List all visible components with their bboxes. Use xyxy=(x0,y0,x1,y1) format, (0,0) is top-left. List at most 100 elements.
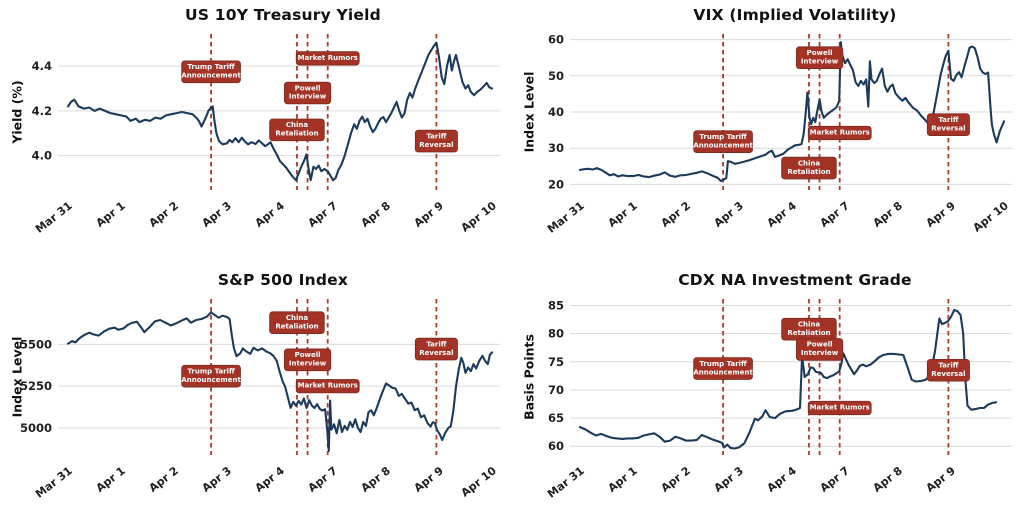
x-tick-label: Apr 10 xyxy=(459,199,500,235)
x-tick-label: Apr 1 xyxy=(606,199,640,230)
event-label-text: Interview xyxy=(801,349,839,357)
chart-title: VIX (Implied Volatility) xyxy=(693,6,897,24)
event-label-box xyxy=(295,51,360,66)
x-tick-label: Apr 3 xyxy=(200,199,234,230)
event-label-box xyxy=(283,348,332,372)
x-tick-label: Apr 3 xyxy=(200,464,234,495)
event-label-text: Trump Tariff xyxy=(699,133,747,141)
chart-canvas-sp500: 5000 5250 5500 Mar 31 Apr 1 Apr 2 Apr 3 Apr 4 Ap… xyxy=(20,299,500,501)
x-tick-label: Apr 4 xyxy=(765,199,800,230)
chart-canvas-us10y: 4.0 4.2 4.4 Mar 31 Apr 1 Apr 2 Apr 3 Apr 4 Apr 7… xyxy=(32,34,500,236)
chart-canvas-cdx: 60 65 70 75 80 85 Mar 31 Apr 1 Apr 2 Apr 3 Apr 4 Ap… xyxy=(545,299,1012,501)
event-label-box xyxy=(781,156,837,180)
event-label-box xyxy=(181,364,241,388)
event-label-text: Interview xyxy=(289,359,327,367)
event-label-text: Trump Tariff xyxy=(699,360,747,368)
x-tick-label: Apr 8 xyxy=(359,199,393,230)
y-tick-label: 70 xyxy=(548,383,564,397)
y-axis-label: Index Level xyxy=(9,336,25,418)
y-tick-label: 50 xyxy=(548,69,564,83)
event-label-box xyxy=(414,129,458,153)
event-label-text: Market Rumors xyxy=(810,403,870,411)
event-label-text: Tariff xyxy=(938,362,958,370)
event-label-box xyxy=(926,113,970,136)
y-tick-label: 60 xyxy=(548,33,564,47)
x-tick-label: Apr 2 xyxy=(659,464,693,495)
event-label-text: Retaliation xyxy=(275,322,318,330)
event-label-box xyxy=(269,118,325,142)
chart-title: US 10Y Treasury Yield xyxy=(185,6,381,24)
chart-panel-vix: 20 30 40 50 60 Mar 31 Apr 1 Apr 2 Apr 3 Apr 4 Apr … xyxy=(512,0,1024,255)
x-tick-label: Apr 10 xyxy=(459,464,500,500)
event-label-box xyxy=(795,338,844,361)
event-label-text: Powell xyxy=(295,84,321,92)
y-tick-label: 4.2 xyxy=(32,104,52,118)
event-label-text: Powell xyxy=(807,49,833,57)
event-label-text: Retaliation xyxy=(787,329,830,337)
y-tick-label: 60 xyxy=(548,439,564,453)
y-tick-label: 40 xyxy=(548,105,564,119)
event-label-text: Tariff xyxy=(938,116,958,124)
x-tick-label: Apr 7 xyxy=(306,464,340,495)
y-axis-label: Index Level xyxy=(521,71,537,153)
x-tick-label: Apr 9 xyxy=(412,199,446,230)
x-tick-label: Apr 7 xyxy=(818,464,852,495)
x-tick-label: Apr 1 xyxy=(606,464,640,495)
event-label-text: China xyxy=(286,121,309,129)
event-label-box xyxy=(693,130,753,153)
y-axis-label: Yield (%) xyxy=(9,80,25,144)
event-label-text: Market Rumors xyxy=(298,382,358,390)
x-tick-label: Apr 10 xyxy=(971,199,1012,235)
series-line xyxy=(578,41,1006,183)
y-tick-label: 5250 xyxy=(20,379,52,393)
x-tick-label: Apr 3 xyxy=(712,464,746,495)
event-label-text: Market Rumors xyxy=(298,54,358,62)
y-tick-label: 80 xyxy=(548,327,564,341)
y-tick-label: 65 xyxy=(548,411,564,425)
event-label-text: Announcement xyxy=(693,368,753,376)
event-label-box xyxy=(926,358,970,382)
y-tick-label: 5500 xyxy=(20,337,52,351)
event-label-box xyxy=(693,357,753,380)
event-label-box xyxy=(295,379,360,394)
y-tick-label: 75 xyxy=(548,355,564,369)
x-tick-label: Apr 9 xyxy=(412,464,446,495)
event-label-box xyxy=(414,337,458,361)
x-tick-label: Apr 9 xyxy=(924,199,958,230)
event-label-text: Interview xyxy=(801,57,839,65)
event-label-text: Reversal xyxy=(931,124,965,132)
event-label-text: Trump Tariff xyxy=(187,63,235,71)
x-tick-label: Apr 8 xyxy=(871,464,905,495)
x-tick-label: Apr 4 xyxy=(765,464,800,495)
x-tick-label: Apr 9 xyxy=(924,464,958,495)
x-tick-label: Apr 1 xyxy=(94,464,128,495)
chart-panel-cdx-ig: 60 65 70 75 80 85 Mar 31 Apr 1 Apr 2 Apr 3 Apr 4 Ap… xyxy=(512,255,1024,509)
event-label-text: China xyxy=(286,314,309,322)
y-tick-label: 5000 xyxy=(20,421,52,435)
event-label-text: Announcement xyxy=(181,71,241,79)
x-tick-label: Apr 3 xyxy=(712,199,746,230)
event-label-text: China xyxy=(798,320,821,328)
event-label-box xyxy=(269,311,325,335)
event-label-text: Tariff xyxy=(426,340,446,348)
event-label-box xyxy=(807,400,872,416)
y-tick-label: 85 xyxy=(548,299,564,313)
x-tick-label: Apr 7 xyxy=(818,199,852,230)
x-tick-label: Mar 31 xyxy=(33,464,75,501)
event-label-text: Tariff xyxy=(426,132,446,140)
event-label-text: Powell xyxy=(295,351,321,359)
y-tick-label: 4.0 xyxy=(32,149,52,163)
x-tick-label: Apr 2 xyxy=(147,464,181,495)
series-line xyxy=(578,308,998,450)
series-line xyxy=(66,41,494,182)
event-label-text: Announcement xyxy=(693,141,753,149)
event-label-text: Market Rumors xyxy=(810,128,870,136)
event-label-text: Announcement xyxy=(181,376,241,384)
series-line xyxy=(66,311,494,453)
event-label-text: Powell xyxy=(807,341,833,349)
event-label-box xyxy=(807,125,872,141)
event-label-text: China xyxy=(798,159,821,167)
y-tick-label: 30 xyxy=(548,141,564,155)
